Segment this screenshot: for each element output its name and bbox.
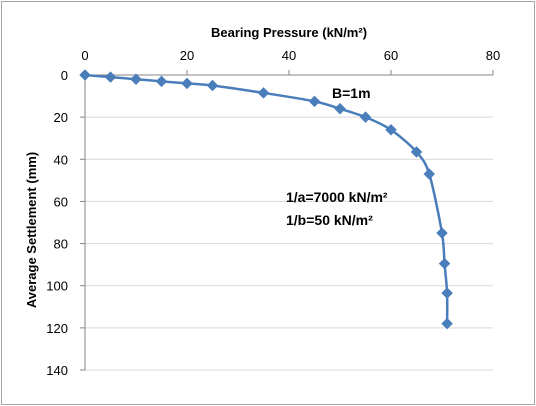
data-point-4 xyxy=(181,77,193,90)
data-point-14 xyxy=(438,257,451,270)
y-tick-label-120: 120 xyxy=(46,321,68,336)
series-group xyxy=(79,69,453,330)
y-tick-label-0: 0 xyxy=(61,68,68,83)
data-point-13 xyxy=(436,227,448,239)
data-point-16 xyxy=(441,317,453,330)
x-tick-label-0: 0 xyxy=(81,48,88,63)
data-point-1 xyxy=(104,71,117,83)
axes xyxy=(80,70,494,371)
x-axis-title: Bearing Pressure (kN/m²) xyxy=(211,25,367,40)
y-tick-label-40: 40 xyxy=(54,152,68,167)
data-point-7 xyxy=(308,95,321,108)
data-point-2 xyxy=(130,73,142,86)
annotation-width: B=1m xyxy=(332,85,371,101)
y-tick-label-20: 20 xyxy=(54,110,68,125)
data-point-15 xyxy=(441,287,453,299)
data-point-6 xyxy=(257,87,270,99)
x-tick-label-40: 40 xyxy=(282,48,296,63)
data-point-9 xyxy=(359,111,372,123)
data-point-0 xyxy=(79,69,91,81)
annotation-initial-stiffness: 1/a=7000 kN/m² xyxy=(286,189,388,205)
x-tick-label-20: 20 xyxy=(180,48,194,63)
x-tick-label-60: 60 xyxy=(384,48,398,63)
series-line xyxy=(84,73,449,324)
x-tick-label-80: 80 xyxy=(486,48,500,63)
tick-labels: 0 20 40 60 80 0 20 40 60 80 100 120 140 xyxy=(46,48,500,378)
y-tick-label-60: 60 xyxy=(54,194,68,209)
annotation-ultimate-capacity: 1/b=50 kN/m² xyxy=(286,212,373,228)
y-tick-label-100: 100 xyxy=(46,279,68,294)
y-tick-label-140: 140 xyxy=(46,363,68,378)
data-point-3 xyxy=(155,75,168,88)
data-point-8 xyxy=(334,102,346,115)
data-point-11 xyxy=(410,146,423,158)
data-point-5 xyxy=(206,79,219,92)
data-point-10 xyxy=(385,123,397,136)
y-axis-title: Average Settlement (mm) xyxy=(24,152,39,308)
data-point-12 xyxy=(423,168,436,180)
y-tick-label-80: 80 xyxy=(54,237,68,252)
